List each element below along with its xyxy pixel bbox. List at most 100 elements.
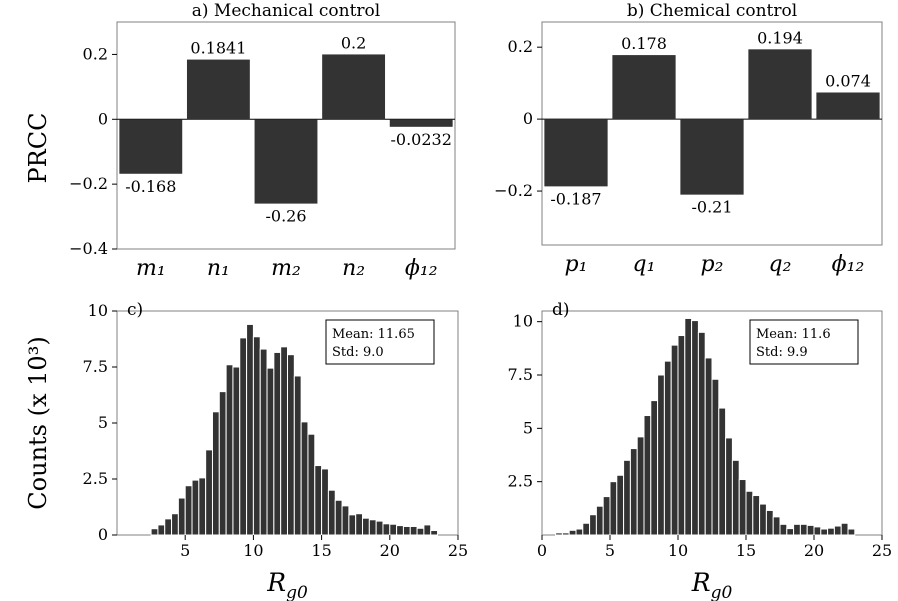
plot-frame	[541, 21, 883, 246]
panel-b-chemical-control: b) Chemical control −0.2 0 0.2 -0.187 p₁ 0.178…	[494, 1, 883, 277]
histogram-bar	[847, 528, 856, 536]
histogram-bar	[177, 497, 186, 536]
stats-box	[749, 319, 859, 365]
panel-d-histogram: d) 2.5 5 7.5 10 0 5 10 15 20 25 Rg0 Mean: 11.6 Std: 9…	[508, 300, 893, 601]
histogram-bar	[684, 317, 693, 536]
x-tick-label: 10	[668, 541, 688, 560]
histogram-bar	[589, 514, 597, 536]
histogram-bar	[232, 366, 241, 536]
top-ylabel: PRCC	[24, 113, 52, 184]
histogram-bar	[375, 520, 384, 536]
y-tick-label: 0	[98, 109, 108, 128]
category-label: n₁	[207, 256, 230, 281]
histogram-bar	[840, 522, 849, 536]
category-label: p₂	[701, 252, 724, 277]
histogram-bar	[697, 331, 706, 536]
histogram-bar	[711, 378, 720, 536]
histogram-bar	[786, 528, 795, 536]
bottom-ylabel: Counts (x 10³)	[24, 336, 52, 509]
y-tick-label: 5	[98, 413, 108, 432]
histogram-bar	[300, 421, 309, 536]
panel-c-histogram: c) 0 2.5 5 7.5 10 5 10 15 20 25 Rg0 Mean: 11.65 Std: …	[83, 300, 469, 601]
bar-value-label: -0.0232	[391, 130, 452, 149]
x-tick-label: 5	[180, 541, 190, 560]
x-axis-label-subscript: g0	[711, 583, 733, 601]
histogram-bar	[629, 448, 638, 536]
histogram-bar	[164, 518, 173, 536]
histogram-bar	[409, 525, 418, 536]
histogram-bar	[327, 489, 336, 536]
histogram-bar	[416, 527, 425, 536]
bar-value-label: 0.194	[757, 28, 803, 47]
histogram-bar	[198, 477, 207, 536]
x-tick-label: 15	[736, 541, 756, 560]
histogram-bar	[704, 357, 713, 536]
histogram-bar	[793, 523, 801, 536]
histogram-bar	[184, 485, 193, 536]
histogram-bar	[430, 530, 439, 536]
bar	[389, 119, 453, 127]
histogram-bar	[355, 513, 364, 536]
bar-value-label: 0.178	[621, 34, 667, 53]
histogram-bar	[752, 495, 761, 536]
x-axis-label-subscript: g0	[286, 583, 308, 601]
histogram-bar	[725, 437, 733, 536]
histogram-bar	[609, 481, 618, 536]
histogram-bar	[582, 522, 591, 536]
histogram-bar	[334, 499, 343, 536]
stats-std: Std: 9.9	[756, 345, 808, 360]
category-label: ϕ₁₂	[832, 252, 865, 277]
category-label: m₁	[136, 256, 166, 281]
histogram-bar	[718, 407, 727, 536]
bar	[680, 119, 744, 195]
histogram-bar	[779, 523, 788, 536]
histogram-bar	[561, 532, 570, 536]
histogram-bar	[389, 523, 398, 536]
y-tick-label: 0	[523, 109, 533, 128]
x-axis-label: Rg0	[266, 568, 308, 601]
histogram-bar	[218, 391, 227, 536]
histogram-bar	[382, 523, 391, 536]
x-tick-label: 0	[537, 541, 547, 560]
histogram-bar	[745, 490, 754, 536]
y-tick-label: 5	[523, 418, 533, 437]
histogram-bar	[252, 336, 261, 536]
histogram-bar	[211, 411, 220, 536]
x-axis-label-main: R	[691, 568, 711, 597]
plot-frame	[116, 21, 456, 250]
bar	[119, 119, 183, 174]
histogram-bar	[259, 348, 268, 536]
histogram-bar	[799, 523, 808, 536]
panel-a-mechanical-control: a) Mechanical control −0.4 −0.2 0 0.2 -0.168 m…	[69, 1, 456, 281]
y-tick-label: 7.5	[508, 365, 533, 384]
histogram-bar	[341, 505, 350, 536]
category-label: m₂	[271, 256, 301, 281]
bar	[544, 119, 608, 187]
histogram-bar	[205, 449, 213, 536]
y-tick-label: 2.5	[508, 472, 533, 491]
category-label: ϕ₁₂	[405, 256, 438, 281]
bar	[254, 119, 318, 204]
bar-value-label: -0.168	[125, 177, 176, 196]
bar-value-label: -0.21	[691, 198, 732, 217]
bar	[322, 54, 386, 120]
histogram-bar	[225, 364, 234, 536]
panel-title: a) Mechanical control	[192, 1, 380, 21]
bar	[612, 55, 676, 120]
histogram-bar	[738, 479, 747, 536]
histogram-bar	[595, 505, 604, 536]
y-tick-label: 0	[98, 525, 108, 544]
x-tick-label: 10	[243, 541, 263, 560]
histogram-bar	[806, 524, 815, 536]
histogram-bar	[287, 354, 295, 536]
histogram-bar	[636, 436, 645, 536]
stats-mean: Mean: 11.65	[332, 327, 415, 342]
histogram-bar	[368, 519, 377, 536]
y-tick-label: −0.4	[69, 239, 108, 258]
histogram-bar	[396, 525, 404, 536]
histogram-bar	[293, 375, 302, 536]
category-label: n₂	[342, 256, 365, 281]
x-tick-label: 5	[605, 541, 615, 560]
bar-value-label: 0.2	[341, 33, 366, 52]
x-tick-label: 25	[872, 541, 892, 560]
